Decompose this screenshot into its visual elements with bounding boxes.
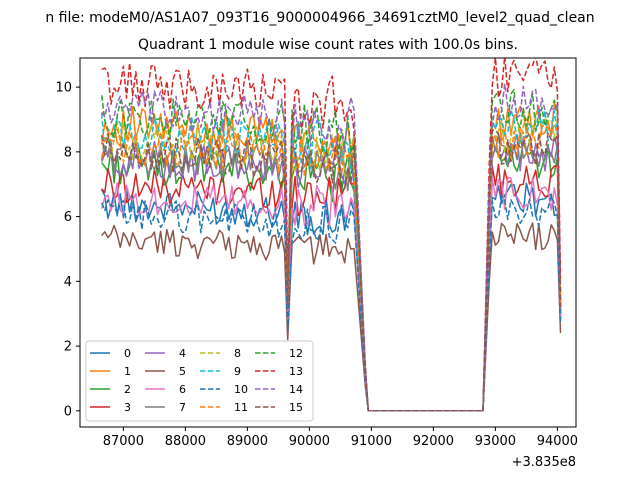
y-tick-label: 6 [64, 210, 72, 225]
legend-label: 6 [179, 383, 186, 396]
x-tick-label: 92000 [413, 434, 454, 449]
x-axis: 87000 88000 89000 90000 91000 92000 93000 94000 [103, 427, 578, 449]
x-tick-label: 87000 [103, 434, 144, 449]
series-line-12 [100, 88, 562, 412]
legend-label: 8 [234, 347, 241, 360]
figure-suptitle: n file: modeM0/AS1A07_093T16_9000004966_… [45, 10, 594, 26]
legend-label: 5 [179, 365, 186, 378]
series-line-14 [101, 83, 562, 412]
x-tick-label: 94000 [537, 434, 578, 449]
legend-label: 15 [289, 401, 303, 414]
legend-label: 13 [289, 365, 303, 378]
series-layer [100, 58, 562, 412]
y-tick-label: 0 [64, 404, 72, 419]
chart-title: Quadrant 1 module wise count rates with … [138, 37, 518, 53]
x-tick-label: 93000 [475, 434, 516, 449]
series-line-0 [101, 182, 562, 412]
y-tick-label: 2 [64, 340, 72, 355]
legend-label: 0 [124, 347, 131, 360]
legend-label: 12 [289, 347, 303, 360]
y-tick-label: 4 [64, 275, 72, 290]
series-line-5 [101, 222, 562, 412]
legend-label: 2 [124, 383, 131, 396]
legend-label: 7 [179, 401, 186, 414]
legend-label: 4 [179, 347, 186, 360]
y-tick-label: 8 [64, 145, 72, 160]
x-tick-label: 88000 [165, 434, 206, 449]
legend-label: 14 [289, 383, 303, 396]
x-tick-label: 89000 [227, 434, 268, 449]
series-line-10 [101, 195, 562, 412]
y-axis: 0 2 4 6 8 10 [55, 81, 80, 419]
legend-label: 1 [124, 365, 131, 378]
series-line-13 [101, 58, 562, 412]
x-offset-label: +3.835e8 [512, 455, 576, 470]
x-tick-label: 90000 [289, 434, 330, 449]
legend-frame [85, 340, 314, 422]
legend-label: 11 [234, 401, 248, 414]
x-tick-label: 91000 [351, 434, 392, 449]
series-line-8 [101, 116, 562, 412]
y-tick-label: 10 [55, 81, 72, 96]
series-line-3 [101, 163, 562, 412]
legend-label: 9 [234, 365, 241, 378]
series-line-6 [100, 176, 562, 412]
legend-label: 3 [124, 401, 131, 414]
plot-frame [79, 57, 577, 428]
legend-label: 10 [234, 383, 248, 396]
series-line-15 [100, 129, 562, 412]
